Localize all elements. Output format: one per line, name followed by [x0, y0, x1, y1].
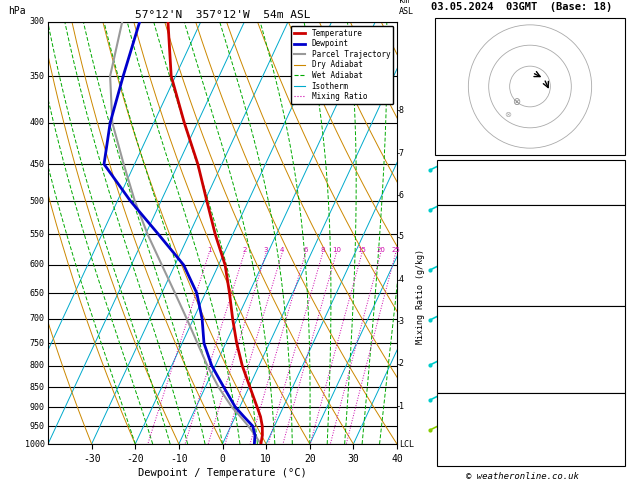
- Text: θₑ(K): θₑ(K): [441, 250, 470, 260]
- Text: Most Unstable: Most Unstable: [493, 308, 569, 318]
- Title: 57°12'N  357°12'W  54m ASL: 57°12'N 357°12'W 54m ASL: [135, 10, 310, 20]
- Text: 650: 650: [30, 289, 45, 297]
- Text: 6: 6: [399, 191, 404, 200]
- Text: 2: 2: [399, 359, 404, 368]
- Text: PW (cm): PW (cm): [441, 191, 482, 201]
- Bar: [435, 18, 625, 155]
- Text: StmSpd (kt): StmSpd (kt): [441, 452, 506, 462]
- Bar: [437, 160, 625, 205]
- Text: 600: 600: [30, 260, 45, 269]
- Text: 400: 400: [30, 118, 45, 127]
- Text: 310: 310: [603, 337, 621, 347]
- Text: 950: 950: [30, 421, 45, 431]
- Text: K: K: [441, 163, 447, 173]
- Text: CAPE (J): CAPE (J): [441, 278, 488, 288]
- Text: 15: 15: [357, 247, 367, 253]
- Text: hPa: hPa: [8, 6, 26, 16]
- Text: Temp (°C): Temp (°C): [441, 222, 494, 232]
- Text: Dewp (°C): Dewp (°C): [441, 236, 494, 246]
- Text: 500: 500: [30, 196, 45, 206]
- Text: 0: 0: [615, 365, 621, 375]
- Text: 550: 550: [30, 230, 45, 239]
- Text: 3: 3: [399, 317, 404, 326]
- Text: 6: 6: [303, 247, 308, 253]
- Text: Pressure (mb): Pressure (mb): [441, 323, 518, 333]
- Text: 112°: 112°: [598, 438, 621, 448]
- Bar: [437, 306, 625, 393]
- Text: CIN (J): CIN (J): [441, 379, 482, 389]
- Text: 800: 800: [603, 323, 621, 333]
- Text: 63: 63: [610, 410, 621, 420]
- Text: 4: 4: [615, 351, 621, 361]
- Text: 5: 5: [399, 232, 404, 242]
- Text: 850: 850: [30, 382, 45, 392]
- Text: 12: 12: [610, 264, 621, 274]
- Text: 1: 1: [399, 402, 404, 411]
- Text: 20: 20: [376, 247, 385, 253]
- Bar: [437, 393, 625, 466]
- Legend: Temperature, Dewpoint, Parcel Trajectory, Dry Adiabat, Wet Adiabat, Isotherm, Mi: Temperature, Dewpoint, Parcel Trajectory…: [291, 26, 393, 104]
- Text: 0: 0: [615, 278, 621, 288]
- Text: ⊗: ⊗: [504, 110, 511, 119]
- Text: θₑ (K): θₑ (K): [441, 337, 476, 347]
- Text: 800: 800: [30, 361, 45, 370]
- Text: Lifted Index: Lifted Index: [441, 351, 511, 361]
- Text: SREH: SREH: [441, 424, 464, 434]
- Text: 750: 750: [30, 339, 45, 347]
- Text: 3: 3: [264, 247, 269, 253]
- Text: EH: EH: [441, 410, 453, 420]
- Text: Lifted Index: Lifted Index: [441, 264, 511, 274]
- Text: 350: 350: [30, 71, 45, 81]
- Text: km
ASL: km ASL: [399, 0, 414, 16]
- Text: CAPE (J): CAPE (J): [441, 365, 488, 375]
- Text: 0: 0: [615, 379, 621, 389]
- X-axis label: Dewpoint / Temperature (°C): Dewpoint / Temperature (°C): [138, 468, 307, 478]
- Text: kt: kt: [438, 20, 448, 29]
- Text: 26: 26: [610, 163, 621, 173]
- Text: 700: 700: [30, 314, 45, 324]
- Text: 450: 450: [30, 159, 45, 169]
- Text: © weatheronline.co.uk: © weatheronline.co.uk: [465, 472, 579, 481]
- Text: 25: 25: [391, 247, 400, 253]
- Bar: [437, 205, 625, 306]
- Text: Totals Totals: Totals Totals: [441, 177, 518, 187]
- Text: 2: 2: [242, 247, 247, 253]
- Text: StmDir: StmDir: [441, 438, 476, 448]
- Text: 66: 66: [610, 424, 621, 434]
- Text: CIN (J): CIN (J): [441, 292, 482, 302]
- Text: 4: 4: [280, 247, 284, 253]
- Text: LCL: LCL: [399, 439, 414, 449]
- Text: 299: 299: [603, 250, 621, 260]
- Text: 2.2: 2.2: [603, 191, 621, 201]
- Text: 8: 8: [320, 247, 325, 253]
- Text: 300: 300: [30, 17, 45, 27]
- Text: Mixing Ratio (g/kg): Mixing Ratio (g/kg): [416, 249, 425, 344]
- Text: ⊗: ⊗: [512, 97, 520, 106]
- Text: 8: 8: [399, 106, 404, 115]
- Text: 7: 7: [399, 149, 404, 157]
- Text: Hodograph: Hodograph: [504, 395, 557, 405]
- Text: 03.05.2024  03GMT  (Base: 18): 03.05.2024 03GMT (Base: 18): [431, 2, 613, 12]
- Text: Surface: Surface: [511, 207, 552, 217]
- Text: 7.3: 7.3: [603, 236, 621, 246]
- Text: 0: 0: [615, 292, 621, 302]
- Text: 8.8: 8.8: [603, 222, 621, 232]
- Text: 1000: 1000: [25, 439, 45, 449]
- Text: 16: 16: [610, 452, 621, 462]
- Text: 4: 4: [399, 276, 404, 284]
- Text: 10: 10: [332, 247, 341, 253]
- Text: 1: 1: [207, 247, 211, 253]
- Text: 900: 900: [30, 402, 45, 412]
- Text: 47: 47: [610, 177, 621, 187]
